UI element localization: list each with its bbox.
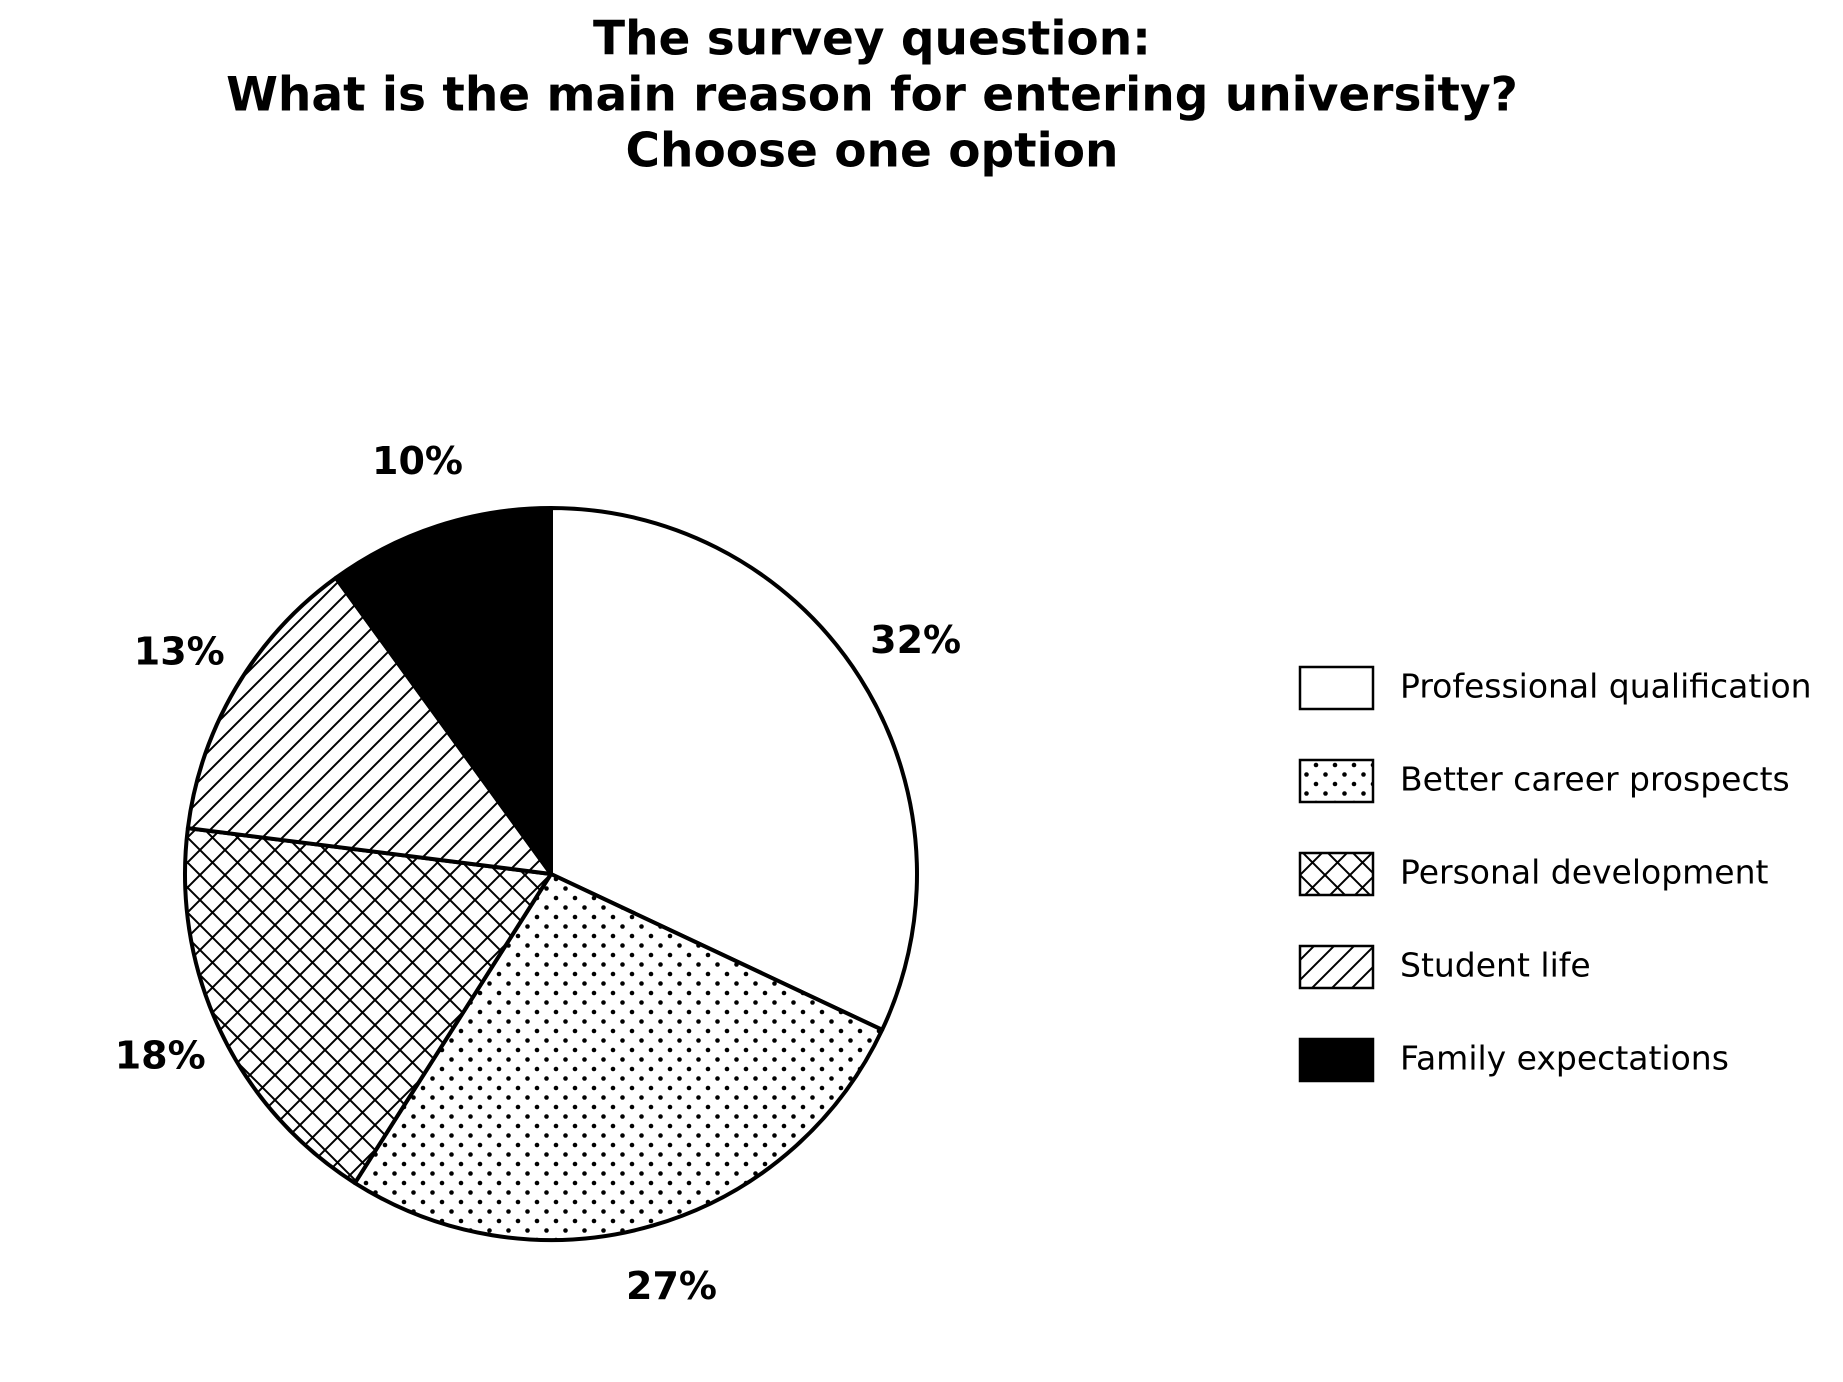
legend-swatch bbox=[1298, 1037, 1375, 1083]
legend-label: Professional qualification bbox=[1400, 667, 1812, 706]
legend-swatch bbox=[1298, 851, 1375, 897]
value-label: 32% bbox=[870, 618, 961, 662]
chart-title: The survey question: bbox=[593, 12, 1151, 67]
pie-slice bbox=[183, 826, 553, 1186]
legend-swatch bbox=[1298, 665, 1375, 711]
legend-label: Better career prospects bbox=[1400, 760, 1790, 799]
pie-slice bbox=[333, 506, 553, 876]
value-label: 27% bbox=[626, 1264, 717, 1308]
pie-slice bbox=[185, 575, 553, 876]
value-label: 18% bbox=[115, 1033, 206, 1077]
legend-label: Personal development bbox=[1400, 853, 1769, 892]
chart-title: What is the main reason for entering uni… bbox=[226, 68, 1518, 123]
legend-label: Family expectations bbox=[1400, 1039, 1729, 1078]
legend-swatch bbox=[1298, 944, 1375, 990]
value-label: 10% bbox=[372, 439, 463, 483]
pie-slice bbox=[352, 872, 885, 1242]
value-label: 13% bbox=[134, 630, 225, 674]
legend-label: Student life bbox=[1400, 946, 1591, 985]
chart-title: Choose one option bbox=[626, 124, 1119, 179]
pie-slice bbox=[549, 506, 919, 1032]
legend-swatch bbox=[1298, 758, 1375, 804]
